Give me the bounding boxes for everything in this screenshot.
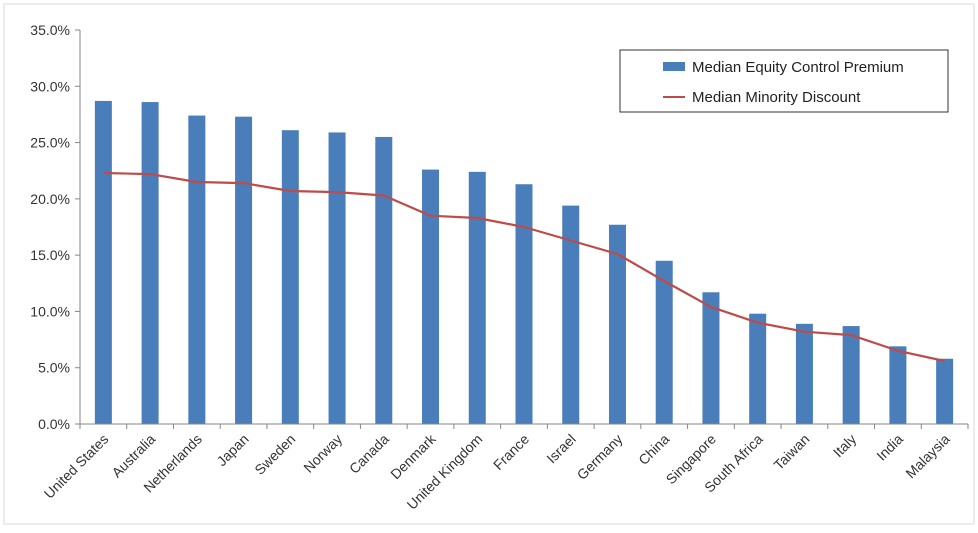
bar bbox=[655, 260, 673, 424]
bar bbox=[889, 346, 907, 424]
y-axis: 0.0% 5.0% 10.0% 15.0% 20.0% 25.0% 30.0% 35.0% bbox=[30, 22, 81, 432]
legend-box bbox=[619, 49, 949, 113]
bar bbox=[375, 136, 393, 424]
bar bbox=[702, 292, 720, 424]
y-tick-label: 0.0% bbox=[38, 416, 70, 432]
bar bbox=[842, 326, 860, 424]
bar bbox=[749, 313, 767, 424]
bar bbox=[328, 132, 346, 424]
legend-bar-swatch bbox=[663, 62, 685, 71]
bar bbox=[562, 205, 580, 424]
bar-series bbox=[94, 100, 954, 425]
y-tick-label: 30.0% bbox=[30, 78, 70, 94]
bar bbox=[795, 323, 813, 424]
bar bbox=[468, 171, 486, 424]
bar bbox=[141, 102, 159, 424]
line-series bbox=[103, 171, 945, 363]
y-tick-label: 20.0% bbox=[30, 191, 70, 207]
bar bbox=[235, 116, 253, 425]
bar bbox=[422, 169, 440, 424]
y-tick-label: 35.0% bbox=[30, 22, 70, 38]
bar bbox=[188, 115, 206, 424]
y-tick-label: 10.0% bbox=[30, 303, 70, 319]
bar bbox=[281, 130, 299, 424]
line-series-path bbox=[103, 171, 945, 363]
y-tick-label: 25.0% bbox=[30, 135, 70, 151]
bar bbox=[515, 184, 533, 424]
y-tick-label: 5.0% bbox=[38, 360, 70, 376]
y-tick-label: 15.0% bbox=[30, 247, 70, 263]
legend-label-bar-series: Median Equity Control Premium bbox=[692, 59, 904, 76]
legend: Median Equity Control Premium Median Min… bbox=[619, 49, 949, 113]
legend-label-line-series: Median Minority Discount bbox=[692, 89, 861, 106]
bar bbox=[94, 100, 112, 425]
bar bbox=[608, 224, 626, 424]
bar bbox=[936, 358, 954, 424]
